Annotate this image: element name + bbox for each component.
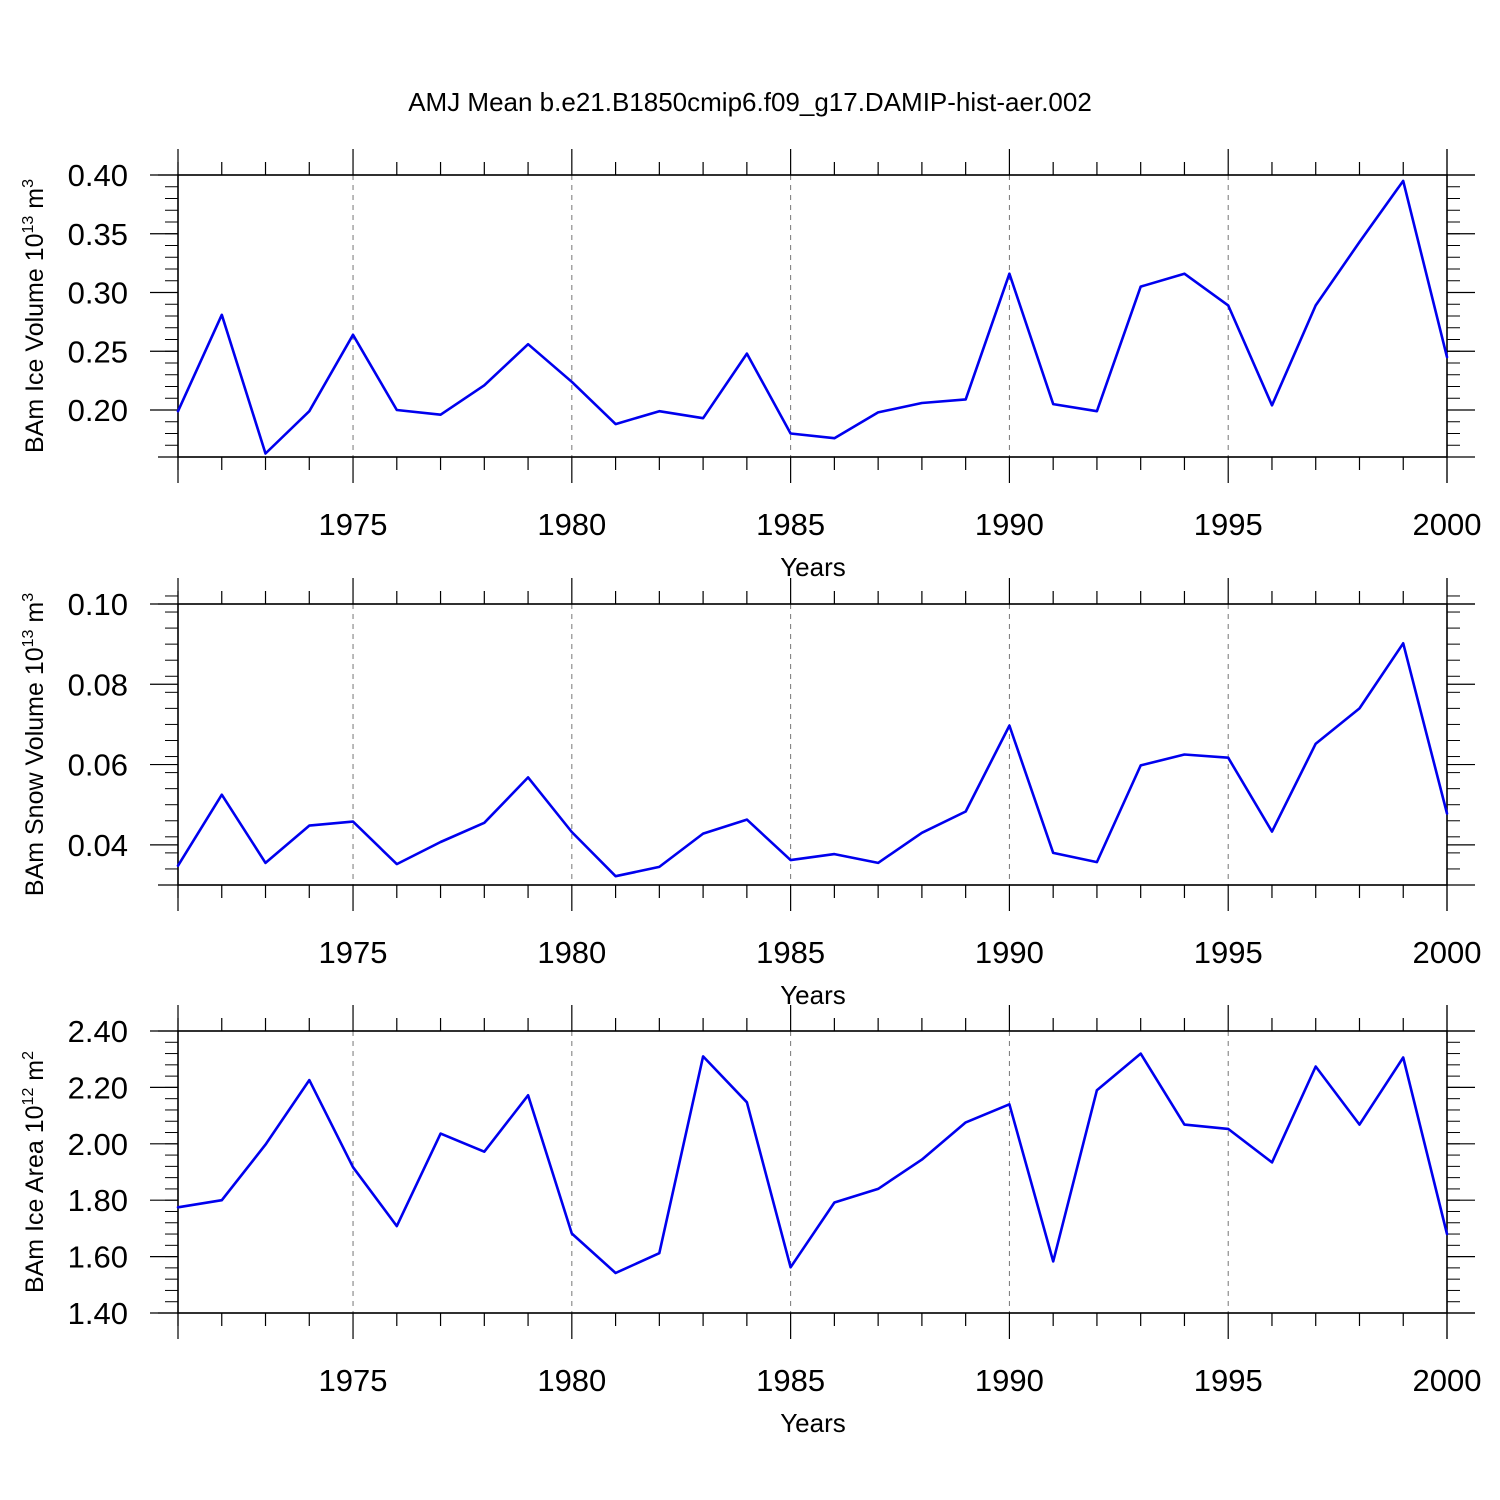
ice-volume-xtick-label: 2000 — [1413, 507, 1482, 542]
snow-volume-ytick-label: 0.06 — [68, 748, 128, 783]
ice-volume-xtick-label: 1980 — [537, 507, 606, 542]
ice-area-ytick-label: 1.80 — [68, 1183, 128, 1218]
ice-area-xtick-label: 1980 — [537, 1363, 606, 1398]
ice-volume-series-line — [176, 179, 1449, 455]
ice-volume-xtick-label: 1975 — [319, 507, 388, 542]
snow-volume-ylabel: BAm Snow Volume 1013 m3 — [20, 593, 49, 896]
ice-volume-ylabel: BAm Ice Volume 1013 m3 — [20, 179, 49, 453]
snow-volume-series-line — [176, 641, 1449, 878]
snow-volume-ytick-label: 0.04 — [68, 828, 128, 863]
ice-volume-xtick-label: 1990 — [975, 507, 1044, 542]
ice-area-ytick-label: 1.60 — [68, 1240, 128, 1275]
panel-ice-volume: 0.20 0.25 0.30 0.35 0.40 1975 1980 1985 1990 1995… — [20, 149, 1481, 582]
ice-area-xlabel: Years — [780, 1408, 846, 1438]
ice-volume-ytick-label: 0.30 — [68, 276, 128, 311]
snow-volume-xtick-label: 1975 — [319, 935, 388, 970]
snow-volume-ytick-label: 0.10 — [68, 587, 128, 622]
ice-volume-ytick-label: 0.35 — [68, 217, 128, 252]
panel-snow-volume: 0.04 0.06 0.08 0.10 1975 1980 1985 1990 1995 2000… — [20, 578, 1481, 1010]
figure-title: AMJ Mean b.e21.B1850cmip6.f09_g17.DAMIP-… — [408, 87, 1092, 117]
ice-area-ytick-label: 1.40 — [68, 1296, 128, 1331]
ice-area-xtick-label: 1985 — [756, 1363, 825, 1398]
ice-volume-xtick-label: 1985 — [756, 507, 825, 542]
snow-volume-xtick-label: 2000 — [1413, 935, 1482, 970]
snow-volume-xtick-label: 1995 — [1194, 935, 1263, 970]
panel-ice-area: 1.40 1.60 1.80 2.00 2.20 2.40 1975 1980 1985 1990… — [20, 1005, 1481, 1438]
snow-volume-xtick-label: 1980 — [537, 935, 606, 970]
snow-volume-xtick-label: 1985 — [756, 935, 825, 970]
ice-area-xtick-label: 1995 — [1194, 1363, 1263, 1398]
ice-area-series-line — [176, 1052, 1449, 1275]
ice-volume-ytick-label: 0.20 — [68, 393, 128, 428]
ice-area-xtick-label: 2000 — [1413, 1363, 1482, 1398]
ice-volume-ytick-label: 0.40 — [68, 158, 128, 193]
ice-area-xtick-label: 1990 — [975, 1363, 1044, 1398]
ice-volume-xlabel: Years — [780, 552, 846, 582]
ice-area-xtick-label: 1975 — [319, 1363, 388, 1398]
ice-area-ytick-label: 2.20 — [68, 1070, 128, 1105]
ice-volume-xtick-label: 1995 — [1194, 507, 1263, 542]
ice-volume-ytick-label: 0.25 — [68, 334, 128, 369]
ice-area-ytick-label: 2.00 — [68, 1127, 128, 1162]
snow-volume-xtick-label: 1990 — [975, 935, 1044, 970]
snow-volume-ytick-label: 0.08 — [68, 667, 128, 702]
ice-area-ylabel: BAm Ice Area 1012 m2 — [20, 1051, 49, 1293]
ice-area-ytick-label: 2.40 — [68, 1014, 128, 1049]
